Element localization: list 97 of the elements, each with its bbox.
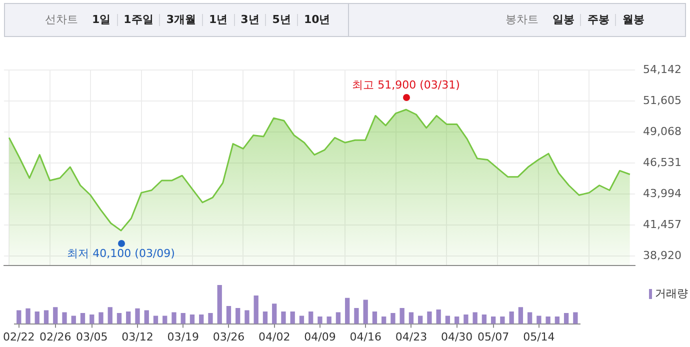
bar [390,312,396,324]
x-tick-label: 04/16 [350,330,382,344]
text: 5년 [265,13,297,26]
bar [172,312,176,324]
text: 1일 [91,13,112,26]
bar [427,311,432,324]
x-tick-label: 02/22 [3,330,35,344]
x-tick-label: 03/12 [122,330,154,344]
x-tick-label: 05/14 [523,330,555,344]
bar [345,298,350,324]
bar [53,307,58,324]
bar [408,312,414,324]
bar [573,312,578,324]
bar [208,312,213,324]
y-tick-label: 41,457 [643,218,682,231]
bar [326,316,332,324]
bar [180,312,186,324]
bar [546,316,550,324]
x-tick-label: 04/02 [258,330,290,344]
x-tick-label: 02/26 [40,330,72,344]
bar [454,316,460,324]
text: 3년 [234,13,266,26]
bar [16,310,22,324]
bar [564,312,569,324]
bar [71,316,76,324]
x-tick-label: 03/26 [212,330,245,344]
text: 1주일 [116,13,160,26]
bar [472,312,478,324]
bar [262,311,268,324]
bar [116,312,122,324]
bar [108,307,112,324]
bar [464,314,468,324]
bar [144,310,149,324]
x-tick-label: 04/23 [395,330,428,344]
bar [199,314,204,324]
bar [418,316,423,324]
bar [490,316,496,324]
text: 1년 [202,13,234,26]
text: 주봉 [580,13,616,26]
bar [482,314,487,324]
x-tick-label: 04/09 [304,330,336,344]
bar [272,304,277,324]
bar [254,296,258,324]
bar [135,308,140,324]
bar [536,316,542,324]
bar [318,316,322,324]
y-tick-label: 49,068 [643,124,682,138]
y-tick-label: 43,994 [643,186,682,200]
annotation: 최저 40,100 (03/09) [67,246,175,260]
x-tick-label: 05/07 [477,330,510,344]
bar [436,310,441,324]
y-tick-label: 54,142 [643,62,682,76]
y-tick-label: 38,920 [643,248,682,262]
text: 3개월 [159,13,202,26]
bar [162,316,168,324]
bar [153,316,158,324]
bar [500,316,505,324]
bar [299,316,304,324]
bar [354,308,359,324]
bar [98,312,104,324]
bar [400,308,404,324]
bar [290,311,295,324]
bar [226,306,232,324]
bar [372,311,378,324]
bar [554,316,560,324]
bar [308,311,314,324]
text: 선차트 [44,13,79,26]
y-tick-label: 51,605 [643,94,682,107]
bar [80,312,86,324]
bar [44,310,49,324]
y-tick-label: 46,531 [643,156,682,169]
bar [126,311,131,324]
bar [445,316,450,324]
bar [34,311,40,324]
legend-label: 거래량 [655,286,688,301]
bar [244,310,250,324]
bar [26,308,30,324]
text: 봉차트 [504,13,540,26]
bar [217,285,222,324]
text: 10년 [296,13,336,26]
bar [190,314,195,324]
bar [336,312,341,324]
bar [90,314,94,324]
bar [363,300,368,324]
x-tick-label: 03/05 [76,330,108,344]
bar [62,312,67,324]
bar [509,311,514,324]
bar [527,312,532,324]
x-tick-label: 03/19 [167,330,199,344]
text: 일봉 [551,13,576,26]
bar [382,316,386,324]
annotation: 최고 51,900 (03/31) [352,78,460,92]
text: 월봉 [615,13,650,26]
bar [281,311,286,324]
bar [236,308,240,324]
bar [518,307,524,324]
x-tick-label: 04/30 [440,330,473,344]
